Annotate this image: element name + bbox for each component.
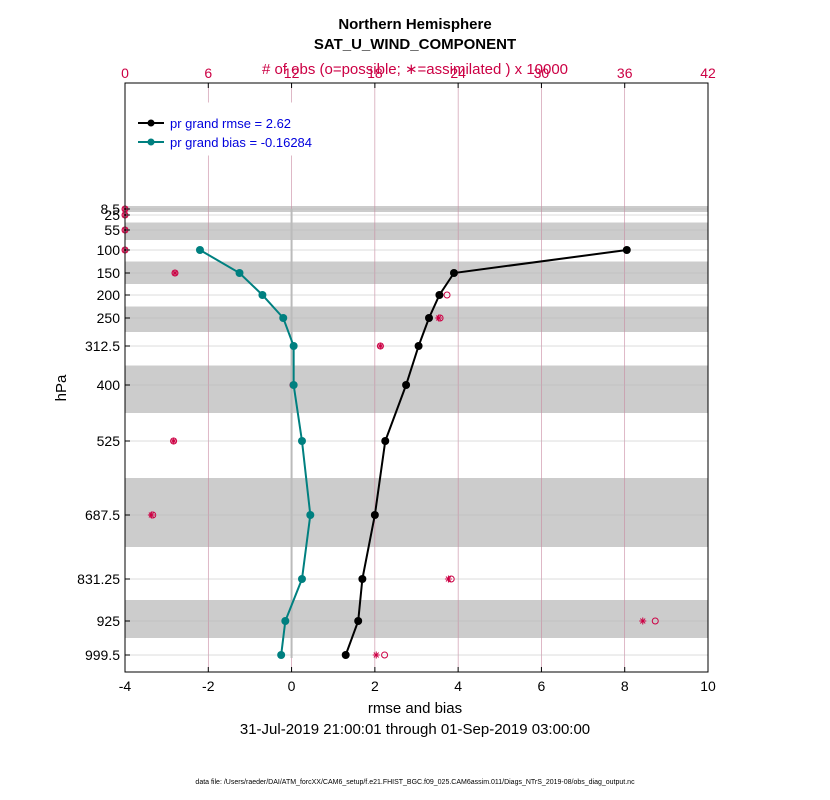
top-tick-label: 0: [121, 65, 129, 81]
bias-point-831.25: [297, 575, 306, 583]
x-tick-label: 6: [538, 678, 546, 694]
rmse-point-925: [354, 617, 363, 625]
rmse-point-999.5: [341, 651, 350, 659]
top-axis-label: # of obs (o=possible; ∗=assimilated ) x …: [262, 61, 568, 78]
obs-assimilated-250: [435, 314, 443, 322]
bias-point-999.5: [277, 651, 286, 659]
x-tick-label: 4: [454, 678, 462, 694]
bias-point-100: [195, 246, 204, 254]
bias-point-200: [258, 291, 267, 299]
y-axis-label: hPa: [53, 374, 70, 401]
bias-point-525: [297, 437, 306, 445]
chart-title: Northern Hemisphere: [338, 16, 491, 33]
obs-possible-999.5: [381, 651, 389, 659]
asterisk-stroke: [435, 315, 442, 321]
bias-point-250: [279, 314, 288, 322]
x-tick-label: 0: [288, 678, 296, 694]
x-tick-label: 2: [371, 678, 379, 694]
y-tick-label: 55: [104, 222, 120, 238]
top-tick-label: 36: [617, 65, 633, 81]
chart-subtitle: SAT_U_WIND_COMPONENT: [314, 36, 516, 53]
legend-box: [127, 102, 349, 156]
obs-possible-925: [651, 617, 659, 625]
y-tick-label: 200: [97, 287, 121, 303]
y-tick-label: 925: [97, 613, 121, 629]
y-tick-label: 150: [97, 265, 121, 281]
y-tick-label: 687.5: [85, 507, 120, 523]
y-tick-label: 525: [97, 433, 121, 449]
top-tick-label: 42: [700, 65, 716, 81]
obs-assimilated-925: [639, 617, 647, 625]
legend-bias-label: pr grand bias = -0.16284: [170, 135, 312, 150]
y-tick-label: 8.5: [101, 201, 121, 217]
legend-rmse-label: pr grand rmse = 2.62: [170, 116, 291, 131]
asterisk-stroke: [172, 270, 178, 276]
obs-assimilated-999.5: [372, 651, 380, 659]
legend-rmse-marker: [147, 119, 155, 127]
footer-data-file: data file: /Users/raeder/DAI/ATM_forcXX/…: [195, 779, 635, 786]
rmse-point-250: [424, 314, 433, 322]
y-tick-label: 100: [97, 242, 121, 258]
bias-point-312.5: [289, 342, 298, 350]
axis-ticks: -4 -2 0 2 4 6 8 100 6 12 18 24 30 36 428.5255510015020…: [77, 65, 716, 694]
shaded-bands: [125, 206, 708, 638]
rmse-point-831.25: [358, 575, 367, 583]
top-tick-label: 12: [284, 65, 300, 81]
plot-frame: [124, 82, 709, 673]
asterisk-stroke: [170, 438, 177, 444]
legend: pr grand rmse = 2.62 pr grand bias = -0.…: [127, 102, 349, 156]
obs-assimilated-150: [171, 269, 179, 277]
rmse-point-400: [402, 381, 411, 389]
band-400: [125, 365, 708, 413]
bias-point-687.5: [306, 511, 315, 519]
obs-possible-200: [443, 291, 451, 299]
rmse-point-312.5: [414, 342, 423, 350]
rmse-point-150: [449, 269, 458, 277]
y-tick-label: 25: [104, 207, 120, 223]
asterisk-stroke: [148, 512, 155, 518]
bias-point-150: [235, 269, 244, 277]
asterisk-stroke: [639, 618, 646, 624]
y-tick-label: 312.5: [85, 338, 120, 354]
band-250: [125, 306, 708, 332]
series-lines: [195, 246, 631, 659]
obs-assimilated-312.5: [376, 342, 384, 350]
rmse-point-687.5: [370, 511, 379, 519]
top-tick-label: 6: [204, 65, 212, 81]
asterisk-stroke: [445, 576, 452, 582]
y-tick-label: 400: [97, 377, 121, 393]
obs-assimilated-687.5: [147, 511, 155, 519]
y-tick-label: 831.25: [77, 571, 120, 587]
x-axis-label: rmse and bias: [368, 700, 462, 717]
bias-point-925: [281, 617, 290, 625]
obs-assimilated-831.25: [444, 575, 452, 583]
band-55: [125, 222, 708, 240]
asterisk-stroke: [373, 652, 380, 658]
x-tick-label: 10: [700, 678, 716, 694]
rmse-point-200: [435, 291, 444, 299]
grid-lines: [125, 83, 708, 672]
rmse-point-525: [381, 437, 390, 445]
rmse-point-100: [622, 246, 631, 254]
y-tick-label: 999.5: [85, 647, 120, 663]
top-tick-label: 24: [450, 65, 466, 81]
top-tick-label: 30: [534, 65, 550, 81]
band-925: [125, 600, 708, 638]
obs-assimilated-525: [170, 437, 178, 445]
x-tick-label: -2: [202, 678, 215, 694]
x-tick-label: 8: [621, 678, 629, 694]
asterisk-stroke: [377, 343, 384, 349]
band-687.5: [125, 478, 708, 547]
date-range: 31-Jul-2019 21:00:01 through 01-Sep-2019…: [240, 721, 590, 738]
y-tick-label: 250: [97, 310, 121, 326]
bias-point-400: [289, 381, 298, 389]
legend-bias-marker: [147, 138, 155, 146]
top-tick-label: 18: [367, 65, 383, 81]
x-tick-label: -4: [119, 678, 132, 694]
